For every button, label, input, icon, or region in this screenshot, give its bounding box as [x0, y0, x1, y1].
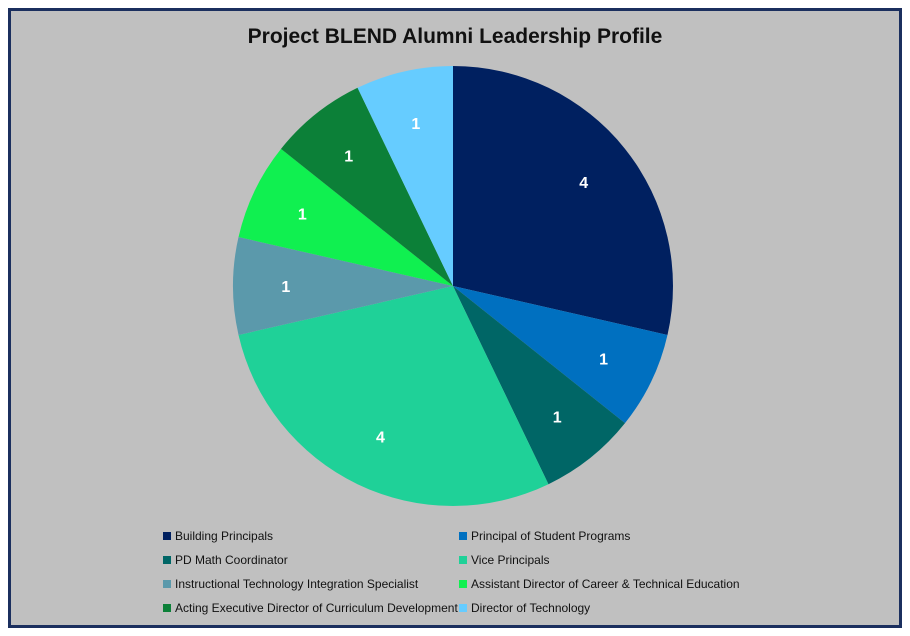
pie-slice-4 [233, 237, 453, 335]
legend-item-5: Assistant Director of Career & Technical… [459, 575, 813, 593]
pie-slice-2 [453, 286, 625, 485]
legend-label: Building Principals [175, 529, 274, 543]
data-label-4: 1 [281, 279, 290, 296]
legend-item-4: Instructional Technology Integration Spe… [163, 575, 459, 593]
data-label-2: 1 [553, 410, 562, 427]
legend-item-7: Director of Technology [459, 599, 813, 617]
data-label-7: 1 [411, 116, 420, 133]
legend-swatch [163, 532, 171, 540]
legend-label: Acting Executive Director of Curriculum … [175, 601, 458, 615]
legend-swatch [459, 556, 467, 564]
legend-item-3: Vice Principals [459, 551, 813, 569]
pie-chart: 4 1 1 4 1 1 1 1 [233, 66, 673, 506]
data-label-0: 4 [579, 175, 588, 192]
pie-slice-1 [453, 286, 668, 424]
data-label-1: 1 [599, 352, 608, 369]
legend-label: Director of Technology [471, 601, 591, 615]
legend-swatch [163, 604, 171, 612]
legend-swatch [163, 556, 171, 564]
legend-item-0: Building Principals [163, 527, 459, 545]
legend-item-6: Acting Executive Director of Curriculum … [163, 599, 459, 617]
legend-item-2: PD Math Coordinator [163, 551, 459, 569]
chart-title: Project BLEND Alumni Leadership Profile [247, 25, 663, 48]
legend-label: Assistant Director of Career & Technical… [471, 577, 740, 591]
pie-slice-7 [357, 66, 453, 286]
legend-item-1: Principal of Student Programs [459, 527, 813, 545]
data-label-5: 1 [298, 206, 307, 223]
pie-slice-0 [453, 66, 673, 335]
legend-label: Vice Principals [471, 553, 550, 567]
chart-legend: Building Principals Principal of Student … [163, 527, 813, 617]
data-label-6: 1 [344, 148, 353, 165]
data-label-3: 4 [376, 430, 385, 447]
legend-label: Instructional Technology Integration Spe… [175, 577, 419, 591]
pie-slice-5 [238, 148, 453, 286]
legend-swatch [163, 580, 171, 588]
legend-label: Principal of Student Programs [471, 529, 631, 543]
legend-swatch [459, 604, 467, 612]
pie-slice-3 [238, 286, 549, 506]
pie-slice-6 [281, 87, 453, 286]
legend-swatch [459, 580, 467, 588]
legend-label: PD Math Coordinator [175, 553, 288, 567]
legend-swatch [459, 532, 467, 540]
chart-frame: Project BLEND Alumni Leadership Profile … [8, 8, 902, 628]
